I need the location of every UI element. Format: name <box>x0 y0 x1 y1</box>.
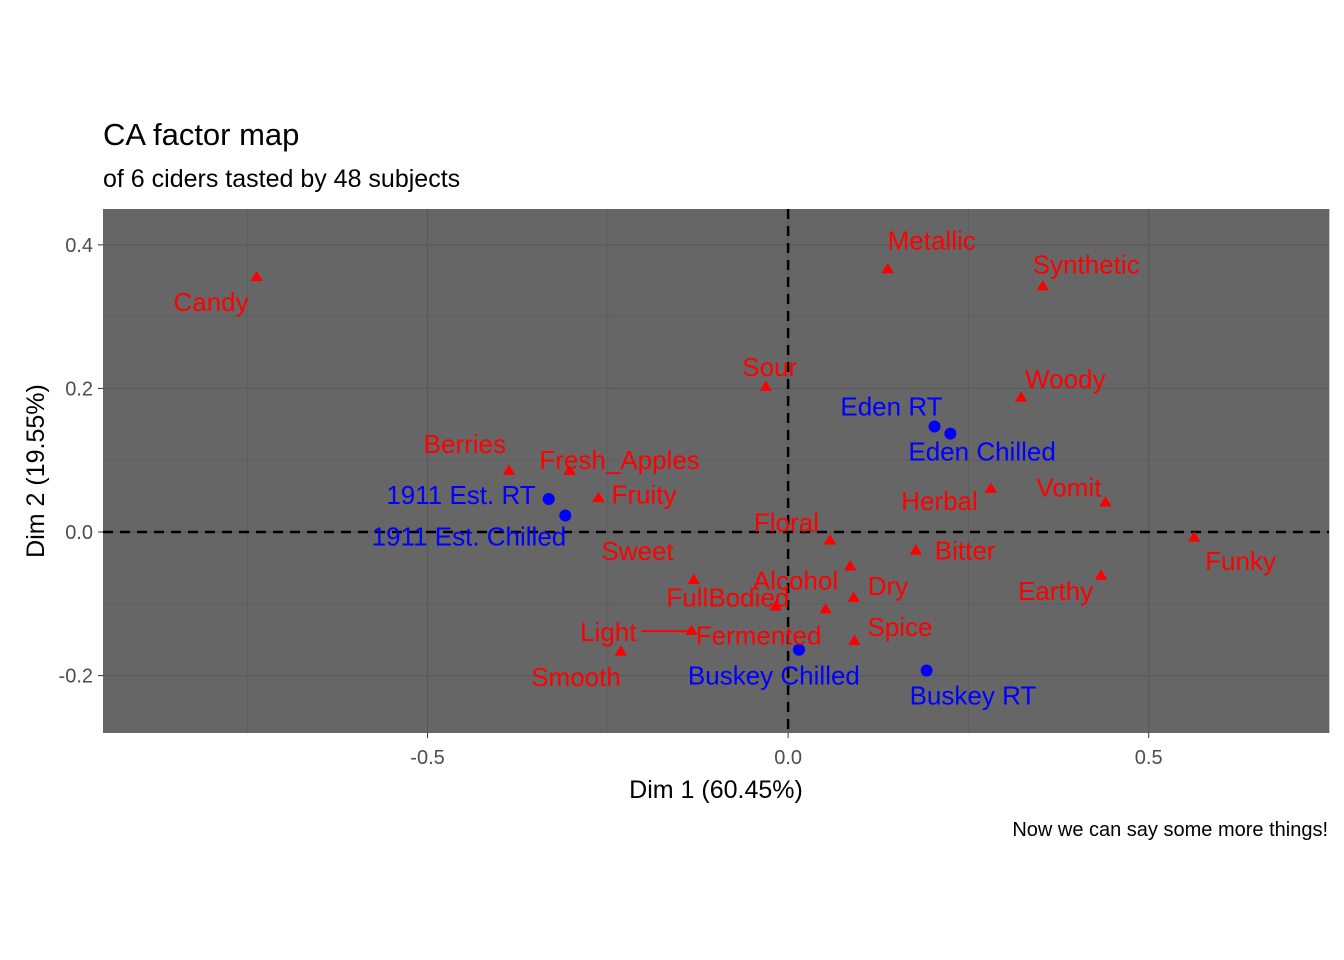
point-synthetic <box>1036 280 1049 291</box>
point-berries <box>502 464 516 475</box>
plot-panel <box>103 209 1329 733</box>
x-tick-label: 0.0 <box>774 747 802 769</box>
label-spice: Spice <box>867 612 932 642</box>
label-eden-rt: Eden RT <box>840 391 942 421</box>
point-candy <box>250 270 263 282</box>
label-fresh-apples: Fresh_Apples <box>539 445 699 475</box>
label-bitter: Bitter <box>935 536 996 566</box>
label-buskey-chilled: Buskey Chilled <box>688 661 860 691</box>
data-marks <box>250 262 1201 677</box>
label-candy: Candy <box>173 287 248 317</box>
label-light: Light <box>580 617 637 647</box>
point-1911-est-chilled <box>559 509 572 522</box>
chart-title: CA factor map <box>103 117 299 152</box>
y-tick-label: 0.0 <box>65 522 93 544</box>
label-herbal: Herbal <box>901 486 978 516</box>
label-1911-est-chilled: 1911 Est. Chilled <box>372 522 567 552</box>
y-tick-label: -0.2 <box>59 666 93 688</box>
point-buskey-rt <box>920 664 933 677</box>
point-sweet <box>687 573 700 585</box>
point-dry <box>847 591 860 602</box>
x-tick-label: -0.5 <box>410 747 444 769</box>
point-woody <box>1014 391 1028 402</box>
label-woody: Woody <box>1025 364 1105 394</box>
point-alcohol <box>843 559 857 571</box>
label-fruity: Fruity <box>611 479 676 509</box>
point-spice <box>848 634 861 646</box>
x-tick-label: 0.5 <box>1135 747 1163 769</box>
y-axis-title: Dim 2 (19.55%) <box>22 384 50 558</box>
point-1911-est-rt <box>542 492 555 505</box>
label-1911-est-rt: 1911 Est. RT <box>386 480 535 510</box>
label-buskey-rt: Buskey RT <box>910 681 1037 711</box>
point-fermented <box>819 603 832 614</box>
x-axis-title: Dim 1 (60.45%) <box>629 776 803 804</box>
label-sweet: Sweet <box>601 536 674 566</box>
point-earthy <box>1094 569 1108 580</box>
point-eden-rt <box>928 420 941 433</box>
label-earthy: Earthy <box>1018 576 1093 606</box>
point-fresh-apples <box>563 464 576 475</box>
label-fermented: Fermented <box>696 621 822 651</box>
point-eden-chilled <box>944 427 957 440</box>
point-funky <box>1187 531 1201 542</box>
point-fullbodied <box>769 600 783 611</box>
label-funky: Funky <box>1205 546 1276 576</box>
label-fullbodied: FullBodied <box>666 583 789 613</box>
axis-ticks: -0.5 0.0 0.5 -0.2 0.0 0.2 0.4 <box>59 235 1163 769</box>
y-tick-label: 0.4 <box>65 235 93 257</box>
y-tick-label: 0.2 <box>65 378 93 400</box>
label-alcohol: Alcohol <box>753 565 838 595</box>
label-dry: Dry <box>868 571 908 601</box>
chart-subtitle: of 6 ciders tasted by 48 subjects <box>103 165 460 193</box>
point-floral <box>823 534 837 545</box>
point-sour <box>759 380 772 391</box>
point-smooth <box>614 645 627 656</box>
label-sour: Sour <box>742 352 797 382</box>
reference-lines <box>103 209 1329 733</box>
point-herbal <box>984 482 997 493</box>
label-berries: Berries <box>424 429 506 459</box>
label-synthetic: Synthetic <box>1033 250 1140 280</box>
point-light <box>685 624 698 635</box>
point-vomit <box>1099 496 1112 507</box>
label-metallic: Metallic <box>888 225 976 255</box>
label-smooth: Smooth <box>531 662 621 692</box>
data-labels: Candy Metallic Synthetic Sour Woody Berries Fr… <box>173 225 1275 710</box>
point-fruity <box>592 491 605 503</box>
point-metallic <box>881 262 894 274</box>
point-buskey-chilled <box>792 643 805 656</box>
label-eden-chilled: Eden Chilled <box>908 437 1055 467</box>
label-vomit: Vomit <box>1036 473 1102 503</box>
point-bitter <box>909 544 922 555</box>
chart-caption: Now we can say some more things! <box>1012 819 1328 841</box>
label-floral: Floral <box>754 508 819 538</box>
